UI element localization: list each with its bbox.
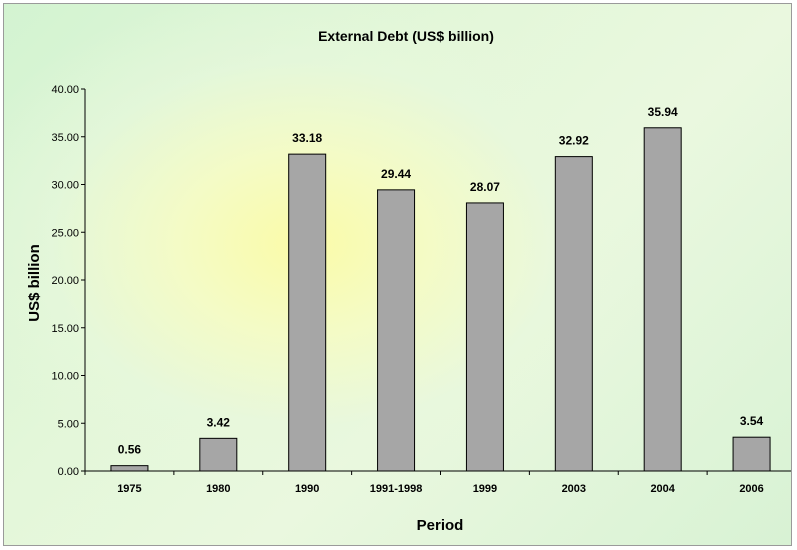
bar — [732, 436, 771, 472]
x-tick-label: 1999 — [473, 483, 497, 495]
chart-title: External Debt (US$ billion) — [318, 28, 494, 44]
y-tick-label: 25.00 — [51, 227, 79, 239]
data-label: 29.44 — [381, 167, 411, 181]
x-tick-label: 1991-1998 — [370, 483, 423, 495]
bar — [377, 189, 416, 472]
data-label: 3.54 — [740, 414, 764, 428]
y-axis-title: US$ billion — [26, 244, 43, 322]
x-tick-label: 2003 — [562, 483, 586, 495]
x-tick-label: 1980 — [206, 483, 230, 495]
y-tick-label: 15.00 — [51, 323, 79, 335]
y-tick-label: 10.00 — [51, 371, 79, 383]
data-label: 32.92 — [559, 134, 589, 148]
x-axis-title: Period — [417, 517, 464, 534]
data-label: 0.56 — [118, 443, 142, 457]
x-tick-label: 2004 — [650, 483, 675, 495]
bar — [110, 465, 149, 472]
chart-frame: External Debt (US$ billion) US$ billion … — [3, 3, 792, 546]
y-tick-label: 30.00 — [51, 180, 79, 192]
y-tick-label: 0.00 — [58, 466, 79, 478]
y-tick-label: 40.00 — [51, 84, 79, 96]
y-tick-label: 35.00 — [51, 132, 79, 144]
x-tick-label: 1975 — [117, 483, 141, 495]
y-tick-label: 5.00 — [58, 418, 79, 430]
bar — [554, 156, 593, 472]
data-label: 3.42 — [207, 415, 231, 429]
data-label: 28.07 — [470, 180, 500, 194]
bar — [199, 437, 238, 472]
bar-chart: External Debt (US$ billion) US$ billion … — [26, 28, 791, 534]
y-tick-label: 20.00 — [51, 275, 79, 287]
plot-area: 0.00 5.00 10.00 15.00 20.00 25.00 30.00 35.00 40… — [51, 84, 791, 495]
x-tick-label: 1990 — [295, 483, 319, 495]
bar — [288, 153, 327, 472]
data-label: 35.94 — [648, 105, 678, 119]
x-tick-label: 2006 — [739, 483, 763, 495]
bar — [465, 202, 504, 472]
data-label: 33.18 — [292, 131, 322, 145]
bar — [643, 127, 682, 472]
